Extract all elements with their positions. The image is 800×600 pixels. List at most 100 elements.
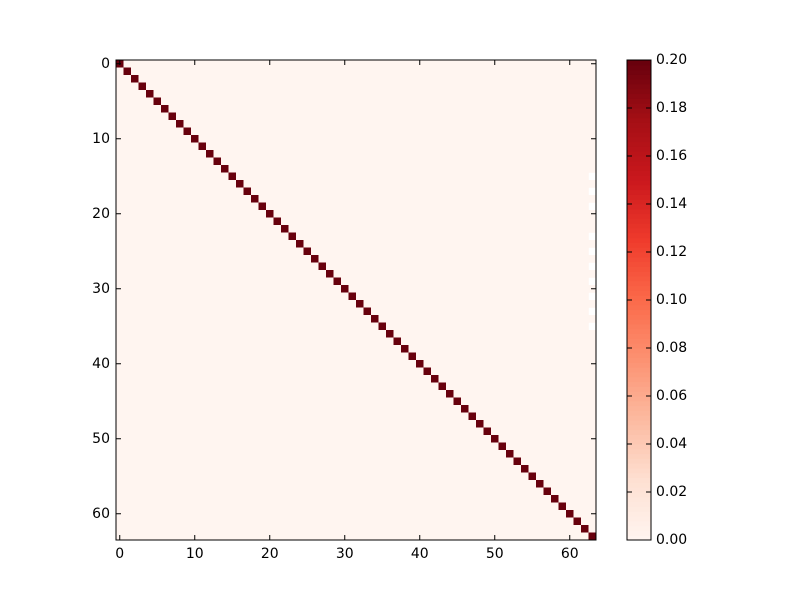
heatmap-cell (123, 262, 132, 271)
heatmap-cell (161, 375, 169, 383)
heatmap-cell (191, 67, 199, 76)
heatmap-cell (131, 427, 139, 436)
heatmap-cell (566, 187, 574, 196)
heatmap-cell (341, 127, 349, 136)
heatmap-cell (408, 277, 417, 286)
heatmap-cell (401, 240, 409, 248)
heatmap-cell (228, 300, 237, 308)
heatmap-cell (491, 277, 499, 286)
heatmap-cell (288, 450, 297, 458)
heatmap-cell (468, 405, 477, 413)
heatmap-cell (243, 135, 252, 143)
heatmap-cell (543, 412, 552, 421)
heatmap-cell (536, 277, 544, 286)
heatmap-cell (131, 375, 139, 383)
heatmap-cell (251, 472, 259, 481)
heatmap-cell (558, 487, 567, 496)
heatmap-cell (408, 442, 417, 451)
heatmap-cell (483, 517, 492, 526)
heatmap-cell (146, 330, 154, 338)
heatmap-cell (161, 345, 169, 353)
heatmap-cell (116, 180, 124, 188)
heatmap-cell (491, 157, 499, 166)
heatmap-cell (378, 285, 387, 293)
heatmap-cell (453, 307, 462, 316)
heatmap-cell (146, 195, 154, 203)
heatmap-cell (221, 532, 229, 541)
heatmap-cell (408, 450, 417, 458)
heatmap-cell (153, 420, 162, 428)
heatmap-cell (551, 247, 559, 256)
heatmap-cell (236, 67, 244, 76)
heatmap-cell (438, 82, 447, 91)
heatmap-cell (378, 262, 387, 271)
heatmap-cell (206, 502, 214, 511)
heatmap-cell (393, 142, 402, 151)
heatmap-cell (123, 352, 132, 361)
heatmap-cell (416, 67, 424, 76)
heatmap-cell (206, 472, 214, 481)
heatmap-cell (393, 202, 402, 211)
heatmap-cell (333, 382, 342, 391)
heatmap-cell (243, 345, 252, 353)
heatmap-cell (251, 217, 259, 226)
heatmap-cell (131, 165, 139, 173)
heatmap-cell (311, 225, 319, 233)
heatmap-cell (543, 450, 552, 458)
heatmap-cell (138, 255, 147, 263)
heatmap-cell (168, 397, 177, 406)
heatmap-cell (356, 450, 364, 458)
heatmap-cell (288, 375, 297, 383)
heatmap-cell (468, 97, 477, 106)
heatmap-cell (206, 360, 214, 368)
heatmap-cell (543, 262, 552, 271)
colorbar-segment (627, 247, 651, 253)
heatmap-cell (521, 480, 529, 488)
heatmap-cell (506, 427, 514, 436)
heatmap-cell (536, 300, 544, 308)
heatmap-cell (123, 202, 132, 211)
heatmap-cell (401, 330, 409, 338)
heatmap-cell (371, 142, 379, 151)
heatmap-cell (401, 142, 409, 151)
heatmap-cell (461, 412, 469, 421)
heatmap-cell (566, 487, 574, 496)
heatmap-cell (476, 135, 484, 143)
heatmap-cell (371, 75, 379, 83)
heatmap-cell (153, 285, 162, 293)
heatmap-cell (363, 187, 372, 196)
heatmap-cell (408, 90, 417, 98)
heatmap-cell (386, 495, 394, 503)
heatmap-cell (326, 442, 334, 451)
heatmap-cell (573, 532, 582, 541)
heatmap-cell (153, 127, 162, 136)
heatmap-cell (288, 367, 297, 376)
heatmap-cell (506, 142, 514, 151)
heatmap-cell (303, 382, 312, 391)
heatmap-cell (131, 412, 139, 421)
heatmap-cell (476, 67, 484, 76)
heatmap-cell (281, 262, 289, 271)
heatmap-cell (176, 217, 184, 226)
heatmap-cell (318, 427, 327, 436)
heatmap-cell (446, 97, 454, 106)
heatmap-cell (243, 397, 252, 406)
heatmap-cell (206, 120, 214, 128)
heatmap-cell (536, 172, 544, 181)
heatmap-cell (423, 180, 432, 188)
heatmap-cell (131, 397, 139, 406)
heatmap-cell (551, 397, 559, 406)
colorbar-segment (627, 285, 651, 291)
heatmap-cell (333, 300, 342, 308)
heatmap-cell (551, 450, 559, 458)
heatmap-cell (498, 517, 507, 526)
heatmap-cell (363, 360, 372, 368)
heatmap-cell (438, 300, 447, 308)
heatmap-cell (341, 285, 349, 293)
heatmap-cell (176, 105, 184, 113)
heatmap-cell (416, 105, 424, 113)
heatmap-cell (168, 382, 177, 391)
heatmap-cell (288, 270, 297, 278)
heatmap-cell (348, 525, 357, 533)
heatmap-cell (221, 60, 229, 68)
